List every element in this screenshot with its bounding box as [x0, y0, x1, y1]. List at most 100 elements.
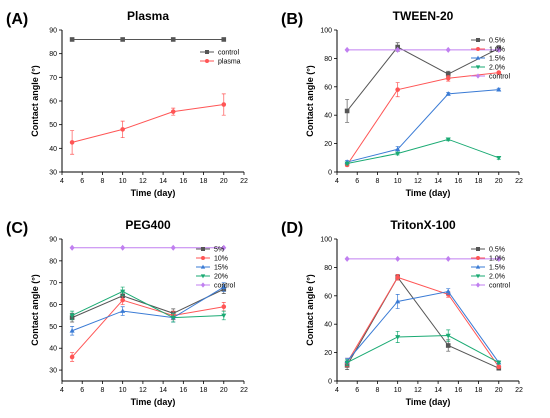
y-axis-label: Contact angle (°)	[305, 274, 315, 346]
series-line	[71, 299, 224, 358]
series-line	[346, 290, 500, 363]
panel-b: (B) TWEEN-20 0 20 40 60 80 100 4 6 8 10 12 14 16 18 20 22…	[275, 0, 550, 209]
y-tick-label: 80	[49, 51, 57, 58]
legend: 0.5% 1.0% 1.5% 2.0% control	[471, 247, 510, 290]
data-point	[120, 297, 125, 303]
panel-c: (C) PEG400 30 40 50 60 70 80 90 4 6 8 10 12 14 16 18 20 22…	[0, 209, 275, 418]
data-point	[395, 146, 401, 152]
data-point	[120, 244, 126, 251]
x-tick-label: 6	[80, 387, 84, 394]
data-point	[395, 151, 401, 157]
series-0.5%	[344, 42, 502, 123]
x-tick-label: 12	[414, 178, 422, 185]
legend-label: 10%	[214, 256, 228, 263]
y-tick-label: 30	[49, 170, 57, 177]
data-point	[120, 308, 126, 313]
x-tick-label: 16	[454, 387, 462, 394]
y-tick-label: 40	[324, 322, 332, 329]
panel-a: (A) Plasma 30 40 50 60 70 80 90 4 6 8 10 12 14 16 18 20 22…	[0, 0, 275, 209]
data-point	[221, 37, 227, 42]
x-axis-label: Time (day)	[131, 188, 176, 198]
chart-svg: (C) PEG400 30 40 50 60 70 80 90 4 6 8 10 12 14 16 18 20 22…	[6, 218, 248, 407]
panel-label: (D)	[281, 220, 303, 237]
series-control	[69, 37, 227, 42]
x-tick-label: 12	[139, 387, 147, 394]
legend-label: control	[489, 74, 510, 81]
x-tick-label: 4	[335, 387, 339, 394]
legend-marker	[475, 65, 481, 70]
data-point	[445, 137, 451, 143]
x-tick-label: 8	[375, 387, 379, 394]
legend-marker	[200, 264, 206, 269]
data-point	[344, 255, 350, 262]
data-point	[445, 343, 451, 348]
series-15%	[69, 282, 227, 336]
series-2.0%	[344, 137, 502, 167]
x-tick-label: 22	[240, 178, 248, 185]
legend-label: 2.0%	[489, 274, 505, 281]
legend: 5% 10% 15% 20% control	[196, 247, 235, 290]
x-tick-label: 22	[515, 178, 523, 185]
chart-title: PEG400	[125, 218, 171, 232]
legend-marker	[475, 282, 481, 288]
panel-label: (C)	[6, 220, 28, 237]
x-tick-label: 10	[394, 178, 402, 185]
data-point	[395, 255, 401, 262]
data-point	[395, 87, 400, 92]
series-0.5%	[344, 274, 502, 371]
data-point	[344, 108, 350, 114]
y-tick-label: 100	[320, 28, 332, 35]
series-line	[346, 72, 499, 166]
data-point	[496, 70, 502, 75]
legend-label: plasma	[218, 59, 241, 66]
data-point	[120, 37, 125, 42]
legend-label: 1.0%	[489, 47, 505, 54]
data-point	[69, 354, 75, 360]
data-point	[395, 298, 401, 304]
legend-label: 5%	[214, 247, 224, 254]
panel-d: (D) TritonX-100 0 20 40 60 80 100 4 6 8 10 12 14 16 18 2…	[275, 209, 550, 418]
x-tick-label: 18	[475, 178, 483, 185]
data-point	[395, 335, 401, 340]
y-tick-label: 50	[49, 324, 57, 331]
legend-label: 0.5%	[489, 38, 505, 45]
series-line	[346, 276, 499, 369]
x-tick-label: 10	[394, 387, 402, 394]
legend-marker	[475, 274, 481, 279]
series-20%	[69, 286, 227, 323]
data-point	[344, 46, 350, 53]
y-tick-label: 30	[49, 368, 57, 375]
y-tick-label: 20	[324, 141, 332, 148]
x-tick-label: 4	[60, 387, 64, 394]
x-axis-label: Time (day)	[131, 397, 176, 407]
legend: control plasma	[200, 50, 241, 66]
y-tick-label: 60	[324, 84, 332, 91]
x-tick-label: 8	[375, 178, 379, 185]
x-tick-label: 20	[220, 178, 228, 185]
series-line	[71, 290, 224, 319]
data-point	[344, 161, 350, 167]
y-tick-label: 70	[49, 280, 57, 287]
data-point	[395, 275, 400, 280]
x-tick-label: 6	[355, 387, 359, 394]
chart-svg: (B) TWEEN-20 0 20 40 60 80 100 4 6 8 10 12 14 16 18 20 22…	[281, 9, 523, 198]
x-axis-label: Time (day)	[406, 397, 451, 407]
legend-label: 15%	[214, 265, 228, 272]
data-point	[69, 313, 75, 319]
y-tick-label: 50	[49, 122, 57, 129]
data-point	[221, 102, 227, 107]
data-point	[221, 284, 227, 289]
data-point	[445, 91, 451, 96]
y-tick-label: 60	[324, 293, 332, 300]
data-point	[170, 244, 176, 251]
legend-marker	[475, 55, 481, 60]
x-tick-label: 18	[200, 178, 208, 185]
data-point	[445, 333, 451, 339]
chart-svg: (D) TritonX-100 0 20 40 60 80 100 4 6 8 10 12 14 16 18 2…	[281, 218, 523, 407]
panel-label: (B)	[281, 11, 303, 28]
data-point	[221, 304, 227, 310]
x-tick-label: 10	[119, 387, 127, 394]
series-line	[71, 288, 224, 319]
series-line	[346, 335, 500, 363]
